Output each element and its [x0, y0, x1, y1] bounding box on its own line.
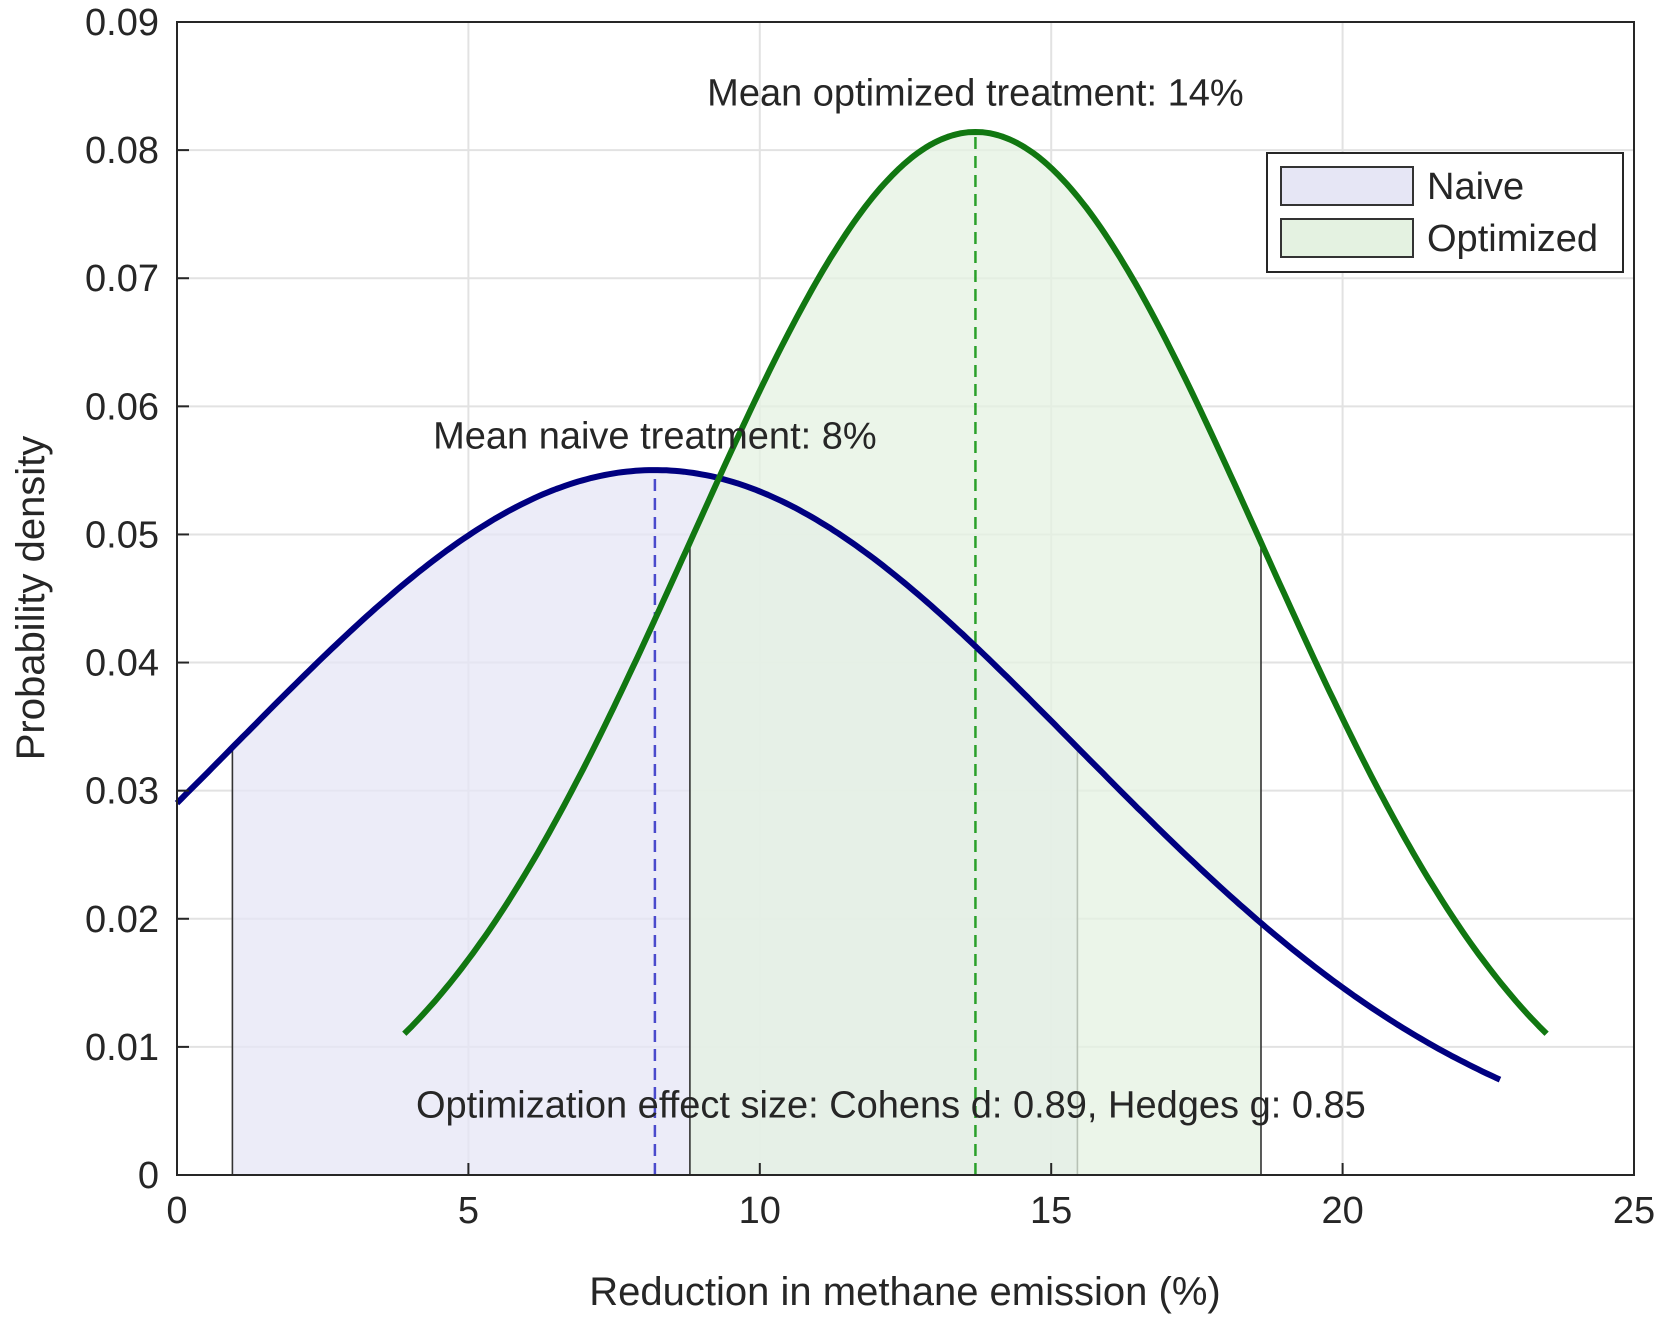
annotation-text: Mean naive treatment: 8% [433, 416, 877, 458]
density-curve [402, 129, 1549, 1036]
y-tick-label: 0.09 [85, 2, 159, 44]
y-axis-title: Probability density [9, 436, 53, 761]
y-tick-label: 0.07 [85, 258, 159, 300]
density-curves [174, 129, 1549, 1083]
x-tick-label: 0 [166, 1190, 187, 1232]
legend-swatch [1280, 166, 1414, 206]
axes-box [176, 21, 1635, 1176]
x-axis-title: Reduction in methane emission (%) [589, 1270, 1220, 1314]
x-tick-label: 15 [1030, 1190, 1072, 1232]
y-tick-label: 0.06 [85, 386, 159, 428]
x-tick-label: 5 [458, 1190, 479, 1232]
y-tick-label: 0.03 [85, 771, 159, 813]
x-tick-label: 10 [739, 1190, 781, 1232]
y-tick-label: 0.01 [85, 1027, 159, 1069]
density-curve [174, 467, 1502, 1083]
y-tick-label: 0.05 [85, 514, 159, 556]
axes: 0 5 10 15 20 25 0 0.01 0.02 0.03 0.04 0.05 0.06 0.07 0… [85, 2, 1655, 1232]
x-tick-label: 25 [1613, 1190, 1655, 1232]
annotations: Mean optimized treatment: 14% Mean naive … [416, 72, 1366, 1126]
legend-label: Optimized [1427, 218, 1598, 260]
mean-lines [653, 131, 977, 1175]
y-tick-label: 0.04 [85, 643, 159, 685]
x-tick-label: 20 [1321, 1190, 1363, 1232]
legend-swatch [1280, 218, 1414, 258]
annotation-text: Mean optimized treatment: 14% [707, 72, 1244, 114]
legend-label: Naive [1427, 166, 1524, 208]
y-tick-label: 0 [138, 1155, 159, 1197]
y-tick-label: 0.08 [85, 130, 159, 172]
annotation-text: Optimization effect size: Cohens d: 0.89… [416, 1084, 1366, 1126]
y-tick-label: 0.02 [85, 899, 159, 941]
legend: Naive Optimized [1266, 152, 1624, 273]
